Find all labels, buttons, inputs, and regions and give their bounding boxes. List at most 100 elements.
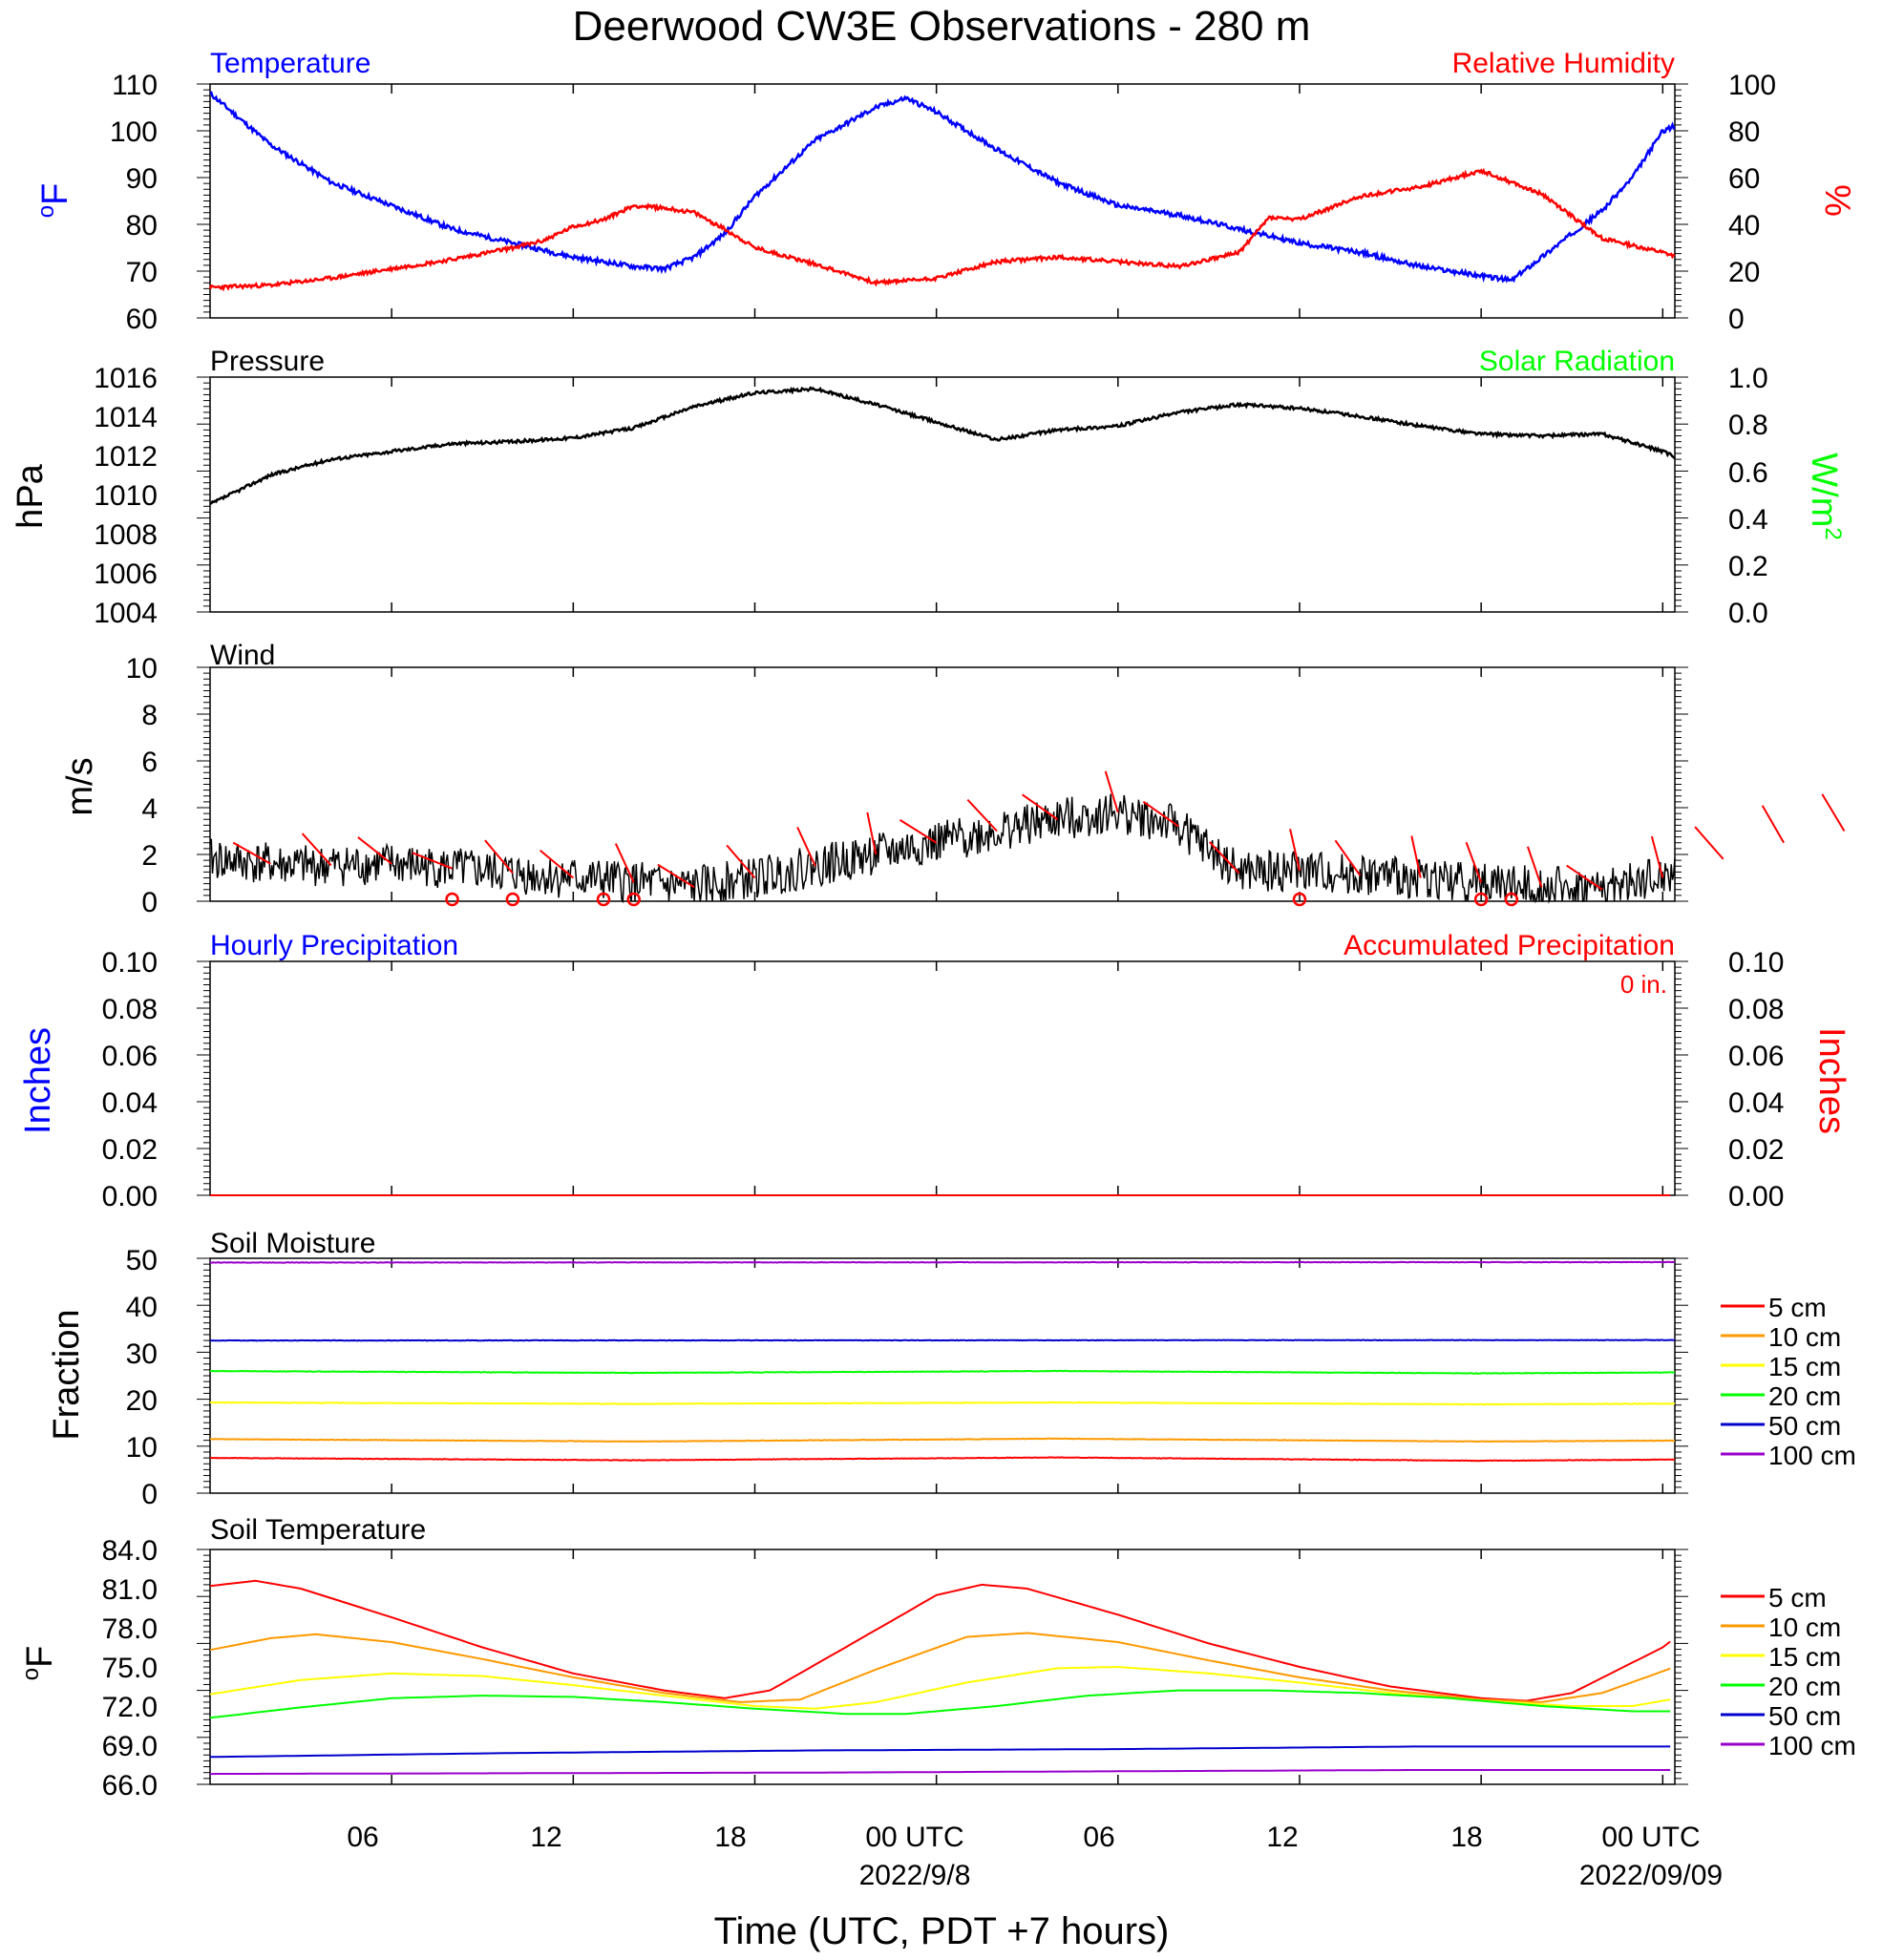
wind-barb — [357, 836, 392, 865]
pressure-tick-label: 1010 — [94, 480, 158, 512]
legend-label: 10 cm — [1768, 1612, 1841, 1642]
solar-tick-label: 0.6 — [1728, 457, 1768, 489]
soilt-tick-label: 78.0 — [102, 1613, 158, 1645]
precip-frame — [209, 960, 1676, 1196]
x-tick-label: 00 UTC — [865, 1822, 963, 1853]
wind-barb — [866, 811, 878, 855]
wind-tick-label: 6 — [141, 747, 158, 778]
rh-tick-label: 40 — [1728, 210, 1760, 242]
wind-tick-label: 2 — [141, 840, 158, 872]
temp-tick-label: 70 — [126, 257, 158, 288]
solar-tick-label: 0.4 — [1728, 504, 1768, 536]
soilm-tick-label: 20 — [126, 1385, 158, 1417]
wind-barb — [1334, 839, 1362, 876]
x-axis-label: Time (UTC, PDT +7 hours) — [714, 1910, 1170, 1952]
wind-barb — [1465, 841, 1483, 883]
calm-wind-marker — [1504, 892, 1519, 907]
accum-tick-label: 0.06 — [1728, 1041, 1784, 1072]
soil-temperature-title: Soil Temperature — [210, 1514, 426, 1546]
calm-wind-marker — [505, 892, 520, 907]
temperature-title: Temperature — [210, 48, 370, 79]
rh-tick-label: 80 — [1728, 116, 1760, 148]
pressure-panel: Pressure Solar Radiation 1016 1014 1012 … — [11, 346, 1846, 629]
soilm-tick-label: 10 — [126, 1432, 158, 1464]
wind-barb — [412, 852, 453, 870]
soil-moisture-panel: Soil Moisture 50 40 30 20 10 0 Fraction — [47, 1228, 375, 1510]
x-tick-label: 12 — [530, 1822, 561, 1853]
wind-barb — [796, 826, 816, 867]
soilt-tick-label: 66.0 — [102, 1770, 158, 1802]
accum-precip-title: Accumulated Precipitation — [1343, 930, 1675, 961]
soilt-left-ticks: 84.0 81.0 78.0 75.0 72.0 69.0 66.0 — [102, 1535, 158, 1802]
wind-barb — [1566, 864, 1603, 891]
temperature-panel: Temperature Relative Humidity 110 100 90… — [33, 48, 1857, 335]
rh-tick-label: 100 — [1728, 70, 1776, 101]
x-axis: 06 12 18 00 UTC 06 12 18 00 UTC 2022/9/8… — [347, 1822, 1723, 1952]
pressure-tick-label: 1012 — [94, 441, 158, 473]
legend-label: 50 cm — [1768, 1701, 1841, 1731]
wind-barb — [540, 850, 574, 879]
wind-barb — [1022, 793, 1059, 821]
soilm-tick-label: 50 — [126, 1245, 158, 1276]
soilm-series-10-cm — [210, 1437, 1675, 1444]
soilt-series-15-cm — [209, 1665, 1671, 1710]
solar-right-ticks: 1.0 0.8 0.6 0.4 0.2 0.0 — [1728, 363, 1768, 629]
precip-tick-label: 0.00 — [102, 1181, 158, 1212]
legend-label: 20 cm — [1768, 1381, 1841, 1411]
x-tick-label: 06 — [347, 1822, 378, 1853]
soilt-tick-label: 75.0 — [102, 1653, 158, 1684]
solar-unit: W/m — [1804, 453, 1844, 527]
x-tick-label: 18 — [714, 1822, 746, 1853]
wind-barb — [1410, 835, 1422, 878]
soilm-series-20-cm — [209, 1369, 1676, 1375]
wind-barb — [301, 832, 332, 867]
soilt-tick-label: 84.0 — [102, 1535, 158, 1567]
soilm-tick-label: 30 — [126, 1338, 158, 1370]
solar-title: Solar Radiation — [1479, 346, 1675, 377]
figure-title: Deerwood CW3E Observations - 280 m — [573, 3, 1311, 50]
humidity-right-ticks: 100 80 60 40 20 0 — [1728, 70, 1776, 335]
pressure-ylabel: hPa — [11, 463, 51, 528]
wind-barb — [1289, 829, 1301, 872]
wind-barb — [1142, 800, 1179, 828]
degree-sup: o — [18, 1668, 44, 1680]
soilt-series-100-cm — [209, 1769, 1671, 1776]
legend-label: 15 cm — [1768, 1352, 1841, 1381]
temp-series-temperature — [209, 91, 1676, 284]
pressure-frame — [209, 376, 1676, 613]
precip-right-ticks: 0.10 0.08 0.06 0.04 0.02 0.00 — [1728, 947, 1784, 1212]
soilm-series-100-cm — [209, 1260, 1676, 1264]
degree-sup: o — [33, 205, 59, 218]
legend-label: 5 cm — [1768, 1583, 1827, 1612]
soil-moisture-title: Soil Moisture — [210, 1228, 375, 1259]
precip-tick-label: 0.04 — [102, 1087, 158, 1119]
humidity-title: Relative Humidity — [1452, 48, 1675, 79]
soil-moisture-legend: 5 cm 10 cm 15 cm 20 cm 50 cm 100 cm — [1768, 1293, 1856, 1470]
wind-barb — [1761, 805, 1785, 844]
soilt-series-20-cm — [209, 1689, 1671, 1719]
calm-wind-marker — [445, 892, 459, 907]
temp-frame — [209, 83, 1676, 319]
wind-barb — [1650, 835, 1664, 878]
wind-barb — [232, 841, 271, 865]
accum-tick-label: 0.00 — [1728, 1181, 1784, 1212]
soilm-series-50-cm — [209, 1338, 1675, 1342]
soilm-tick-label: 0 — [141, 1479, 158, 1510]
temp-series-relative-humidity — [208, 167, 1676, 292]
temp-tick-label: 100 — [110, 116, 158, 148]
temp-tick-label: 80 — [126, 210, 158, 242]
calm-wind-marker — [1473, 892, 1489, 907]
wind-barb — [1694, 826, 1724, 860]
soilt-series-5-cm — [209, 1579, 1671, 1702]
wind-series-wind — [209, 793, 1676, 904]
temp-tick-label: 90 — [126, 163, 158, 195]
calm-wind-marker — [1292, 892, 1307, 907]
soil-temperature-ylabel: oF — [18, 1646, 60, 1681]
wind-panel: Wind 10 8 6 4 2 0 m/s — [60, 640, 275, 918]
wind-barb — [1821, 793, 1846, 832]
wind-barb — [726, 844, 756, 879]
pressure-tick-label: 1016 — [94, 363, 158, 394]
rh-tick-label: 60 — [1728, 163, 1760, 195]
rh-tick-label: 0 — [1728, 304, 1745, 335]
wind-barb — [1526, 846, 1543, 888]
